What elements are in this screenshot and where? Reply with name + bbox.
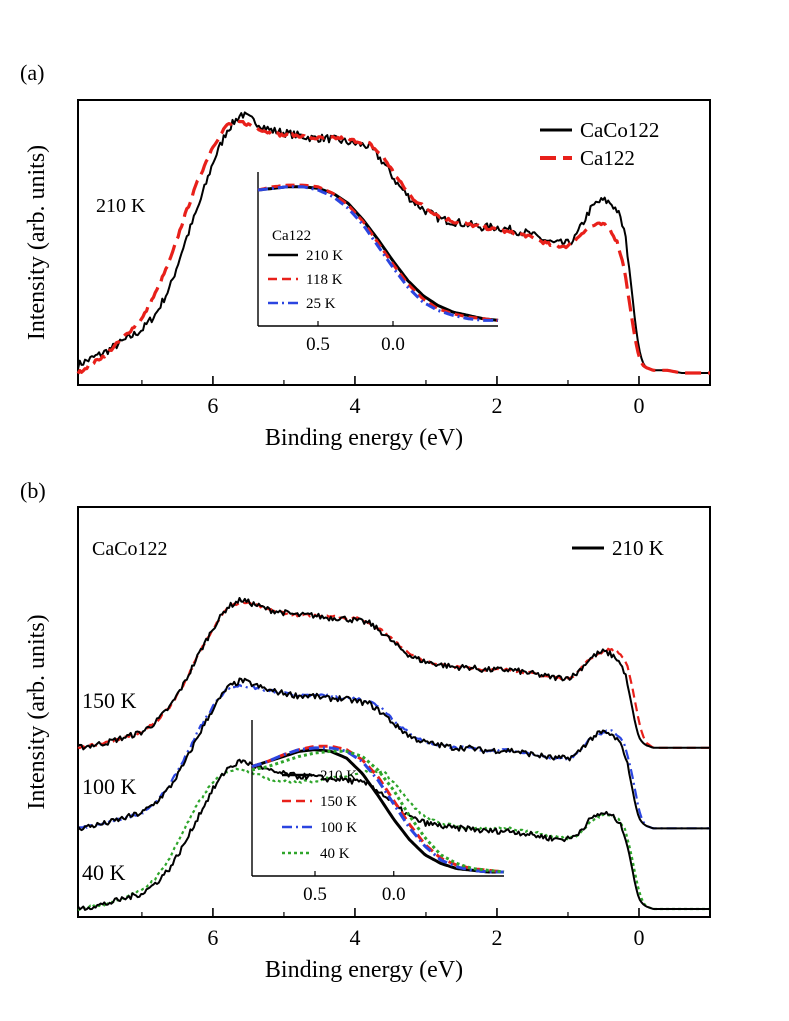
inset-series-line-118k — [257, 183, 499, 322]
inset-x-tick-label: 0.5 — [303, 884, 327, 905]
inset-legend-label: 118 K — [306, 272, 343, 288]
panel-annotation: 210 K — [96, 195, 146, 217]
series-line-100k — [77, 683, 710, 830]
inset-legend-title: Ca122 — [272, 228, 311, 244]
inset-series-line-40k — [251, 749, 505, 874]
x-tick-label: 4 — [349, 393, 360, 418]
x-tick-label: 4 — [349, 925, 360, 950]
y-axis-label: Intensity (arb. units) — [24, 145, 50, 340]
panel-a-chart: 6 4 2 0 Binding energy (eV) Intensity (arb. u… — [24, 99, 711, 451]
legend-label: Ca122 — [580, 146, 635, 170]
x-tick-label: 6 — [207, 393, 218, 418]
offset-label: 150 K — [82, 688, 137, 713]
inset-legend-label: 25 K — [306, 296, 336, 312]
series-line-40k — [77, 767, 710, 911]
x-tick-label: 0 — [633, 393, 644, 418]
inset-legend-label: 100 K — [320, 820, 357, 836]
inset-legend-label: 210 K — [306, 248, 343, 264]
legend-label: 210 K — [612, 536, 664, 560]
panel-a-label: (a) — [20, 60, 44, 85]
panel-b-label: (b) — [20, 478, 46, 503]
y-axis-label: Intensity (arb. units) — [24, 614, 50, 809]
series-line-caco122 — [77, 111, 710, 374]
inset-series-line-25k — [257, 185, 498, 322]
x-tick-label: 6 — [207, 925, 218, 950]
plot-frame — [77, 99, 711, 386]
series-line-210k-ref-2 — [77, 677, 710, 832]
panel-annotation: CaCo122 — [92, 538, 168, 560]
series-line-210k-ref-1 — [77, 597, 710, 751]
inset-legend-label: 40 K — [320, 846, 350, 862]
inset-x-tick-label: 0.0 — [382, 884, 406, 905]
x-axis-label: Binding energy (eV) — [265, 957, 463, 983]
inset-x-tick-label: 0.0 — [381, 334, 405, 355]
x-tick-label: 0 — [633, 925, 644, 950]
inset-series-line-210k — [257, 185, 499, 322]
inset-legend-label: 150 K — [320, 794, 357, 810]
inset-series-line-100k — [251, 746, 504, 874]
offset-label: 100 K — [82, 774, 137, 799]
series-line-ca122 — [76, 119, 710, 375]
offset-label: 40 K — [82, 860, 126, 885]
x-tick-label: 2 — [491, 925, 502, 950]
inset-legend-label: 210 K — [320, 768, 357, 784]
x-tick-label: 2 — [491, 393, 502, 418]
panel-b-chart: 6 4 2 0 Binding energy (eV) Intensity (arb. u… — [24, 506, 711, 983]
legend-label: CaCo122 — [580, 118, 659, 142]
x-axis-label: Binding energy (eV) — [265, 425, 463, 451]
plot-frame — [77, 506, 711, 918]
inset-x-tick-label: 0.5 — [306, 334, 330, 355]
